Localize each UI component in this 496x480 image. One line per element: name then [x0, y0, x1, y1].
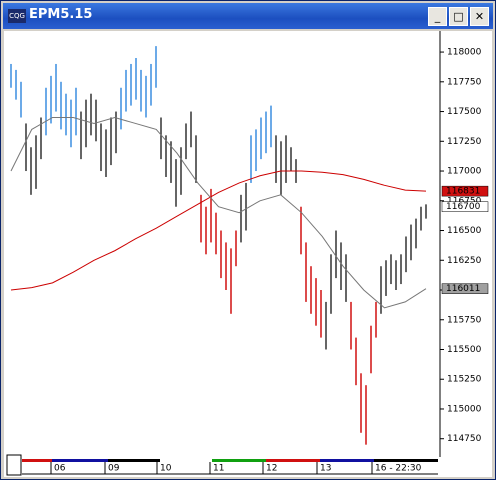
y-tick-label: 117500 — [447, 107, 482, 117]
session-strip — [108, 459, 160, 462]
x-tick-label: 11 — [213, 464, 224, 474]
y-tick-label: 118000 — [447, 48, 482, 58]
x-tick-label: 16 - 22:30 — [375, 464, 422, 474]
y-tick-label: 115500 — [447, 345, 482, 355]
x-tick-label: 13 — [320, 464, 331, 474]
price-tag — [441, 185, 489, 197]
y-tick-label: 117750 — [447, 77, 482, 87]
y-tick-label: 116250 — [447, 256, 482, 266]
minimize-button[interactable]: _ — [428, 7, 447, 26]
moving-average — [10, 170, 427, 291]
session-strip — [160, 459, 212, 462]
session-strip — [212, 459, 266, 462]
moving-average — [10, 116, 427, 309]
y-tick-label: 116500 — [447, 226, 482, 236]
x-tick-label: 09 — [108, 464, 120, 474]
price-tag-label: 116831 — [446, 187, 480, 197]
price-tag-label: 116011 — [446, 284, 480, 294]
y-tick-label: 114750 — [447, 434, 482, 444]
x-tick-label: 12 — [266, 464, 277, 474]
title-bar: CQG EPM5.15 _ □ ✕ — [3, 3, 493, 29]
y-tick-label: 117250 — [447, 137, 482, 147]
y-tick-label: 115750 — [447, 315, 482, 325]
y-tick-label: 116750 — [447, 196, 482, 206]
close-button[interactable]: ✕ — [470, 7, 489, 26]
maximize-button[interactable]: □ — [449, 7, 468, 26]
price-tag — [441, 283, 489, 294]
x-tick-label: 10 — [160, 464, 172, 474]
y-tick-label: 117000 — [447, 167, 482, 177]
session-strip — [52, 459, 108, 462]
svg-text:CQG: CQG — [9, 12, 25, 20]
chart: 1147501150001152501155001157501160001162… — [4, 31, 492, 477]
y-tick-label: 115000 — [447, 404, 482, 414]
session-strip — [320, 459, 374, 462]
x-tick-label: 06 — [54, 464, 66, 474]
window-title: EPM5.15 — [29, 7, 93, 22]
y-tick-label: 115250 — [447, 375, 482, 385]
app-icon: CQG — [8, 9, 26, 23]
session-strip — [22, 459, 52, 462]
price-tag — [441, 201, 489, 212]
corner-box — [6, 454, 22, 476]
price-tag-label: 116700 — [446, 202, 481, 212]
session-strip — [266, 459, 320, 462]
session-strip — [374, 459, 438, 462]
